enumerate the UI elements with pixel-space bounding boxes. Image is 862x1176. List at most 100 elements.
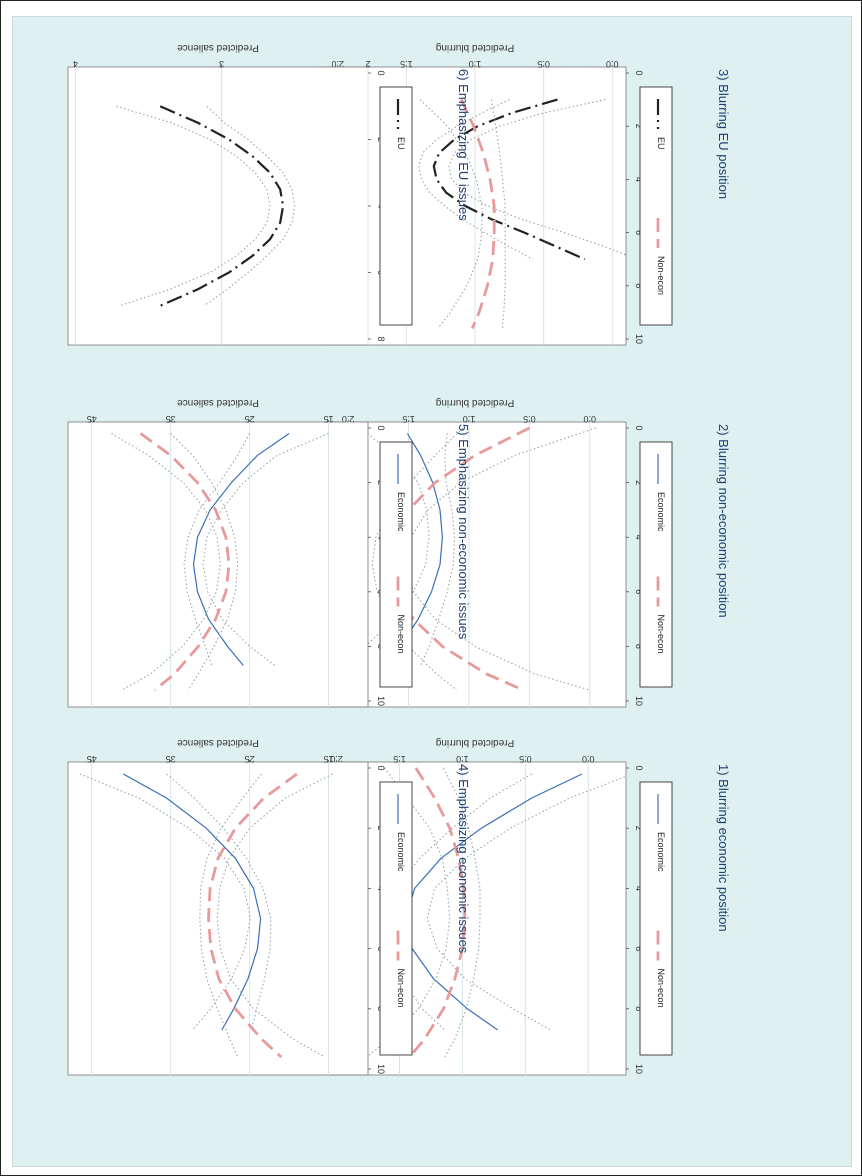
series-non-econ-ci-upper: [371, 427, 464, 691]
x-tick-label: 0: [634, 425, 644, 430]
x-tick-label: 4: [634, 535, 644, 540]
x-tick-label: 8: [634, 644, 644, 649]
series-economic-ci-upper: [183, 433, 251, 666]
panel-title: 1) Blurring economic position: [716, 764, 731, 932]
series-economic-ci-upper: [79, 773, 251, 1031]
y-tick-label: 2.0: [330, 754, 343, 764]
y-tick-label: 0.5: [523, 414, 536, 424]
series-non-econ-ci-lower: [170, 433, 239, 691]
x-tick-label: 10: [376, 696, 386, 706]
y-tick-label: 45: [87, 754, 97, 764]
y-axis-label: Predicted blurring: [436, 397, 514, 408]
series-economic-line: [123, 773, 262, 1031]
y-tick-label: 1.5: [400, 59, 413, 69]
x-tick-label: 8: [376, 336, 386, 341]
legend-label: Economic: [396, 832, 406, 872]
legend: [379, 441, 413, 688]
legend: [639, 781, 673, 1056]
legend-label: Economic: [396, 492, 406, 532]
x-tick-label: 2: [634, 480, 644, 485]
y-tick-label: 45: [87, 414, 97, 424]
series-non-econ-line: [460, 99, 496, 329]
y-tick-label: 15: [324, 754, 334, 764]
legend: [379, 781, 413, 1056]
series-non-econ-ci-lower: [443, 767, 481, 1058]
series-non-econ-ci-lower: [216, 773, 333, 1058]
x-tick-label: 0: [634, 765, 644, 770]
x-tick-label: 0: [376, 425, 386, 430]
series-non-econ-line: [207, 772, 298, 1059]
series-non-econ-line: [388, 426, 531, 692]
series-economic-line: [192, 433, 290, 666]
y-axis-label: Predicted blurring: [436, 737, 514, 748]
x-tick-label: 2: [634, 124, 644, 129]
x-tick-label: 6: [634, 589, 644, 594]
plot-area: [323, 421, 627, 708]
legend: [379, 86, 413, 326]
plot-area: [67, 761, 369, 1076]
legend-label: EU: [396, 137, 406, 150]
x-tick-label: 0: [376, 765, 386, 770]
series-eu-line: [159, 105, 285, 307]
plot-area: [67, 66, 369, 346]
series-non-econ-ci-upper: [199, 773, 262, 1058]
series-eu-ci-upper: [116, 105, 271, 307]
plot-area: [67, 421, 369, 708]
y-tick-label: 2.0: [342, 414, 355, 424]
y-tick-label: 25: [245, 754, 255, 764]
series-economic-ci-lower: [426, 775, 626, 1031]
legend: [639, 86, 673, 326]
x-tick-label: 4: [634, 177, 644, 182]
y-tick-label: 15: [324, 414, 334, 424]
y-tick-label: 1.0: [469, 59, 482, 69]
x-tick-label: 10: [634, 334, 644, 344]
chart-figure: 0.0 0.5 1.0 1.5 2.0 Predicted blurring 0 2 4 6 8 10…: [67, 42, 731, 1076]
legend-label: Non-econ: [396, 969, 406, 1008]
x-tick-label: 8: [634, 1006, 644, 1011]
x-tick-label: 0: [634, 70, 644, 75]
legend: [639, 441, 673, 688]
x-tick-label: 10: [634, 696, 644, 706]
legend-label: EU: [656, 137, 666, 150]
series-eu-line: [432, 98, 586, 261]
x-tick-label: 4: [634, 886, 644, 891]
y-axis-label: Predicted salience: [177, 42, 259, 53]
series-eu-ci-lower: [203, 105, 296, 307]
series-eu-ci-upper: [418, 99, 533, 260]
series-non-econ-ci-upper: [366, 767, 451, 1058]
y-tick-label: 1.0: [463, 414, 476, 424]
panel-title: 3) Blurring EU position: [716, 69, 731, 199]
panel-title: 2) Blurring non-economic position: [716, 424, 731, 618]
y-tick-label: 4: [73, 59, 78, 69]
legend-label: Non-econ: [656, 969, 666, 1008]
y-tick-label: 0.5: [519, 754, 532, 764]
x-tick-label: 10: [634, 1064, 644, 1074]
panel-title: 5) Emphasizing non-economic issues: [456, 424, 471, 640]
x-tick-label: 2: [634, 826, 644, 831]
x-tick-label: 6: [634, 946, 644, 951]
legend-label: Economic: [656, 832, 666, 872]
legend-label: Non-econ: [656, 256, 666, 295]
y-tick-label: 2.0: [331, 59, 344, 69]
y-tick-label: 1.5: [393, 754, 406, 764]
y-axis-label: Predicted salience: [177, 397, 259, 408]
x-tick-label: 0: [376, 70, 386, 75]
y-tick-label: 35: [166, 754, 176, 764]
series-non-econ-line: [139, 432, 231, 692]
y-tick-label: 2: [365, 59, 370, 69]
y-tick-label: 25: [245, 414, 255, 424]
legend-label: Non-econ: [656, 615, 666, 654]
series-eu-ci-lower: [448, 99, 626, 256]
series-non-econ-ci-upper: [111, 433, 221, 691]
y-tick-label: 0.0: [606, 59, 619, 69]
y-tick-label: 0.0: [584, 414, 597, 424]
y-tick-label: 1.0: [456, 754, 469, 764]
legend-label: Economic: [656, 492, 666, 532]
panel-title: 6) Emphasizing EU issues: [456, 69, 471, 221]
y-axis-label: Predicted salience: [177, 737, 259, 748]
panel-1: 0.0 0.5 1.0 1.5 2.0 Predicted blurring 0 2 4 6 8 10…: [323, 737, 731, 1076]
panel-title: 4) Emphasizing economic issues: [456, 764, 471, 954]
